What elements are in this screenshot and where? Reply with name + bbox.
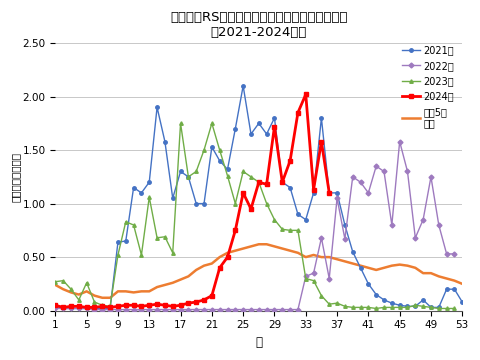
- 2021年: [326, 191, 332, 195]
- 2024年: [209, 293, 215, 298]
- 2022年: [397, 139, 403, 144]
- Line: 2023年: 2023年: [54, 122, 456, 310]
- 2024年: [84, 305, 90, 310]
- 2024年: [279, 180, 285, 184]
- 2021年: [170, 196, 176, 201]
- 2024年: [92, 305, 97, 310]
- 過去5年
平均: [170, 281, 176, 285]
- 2024年: [185, 301, 191, 305]
- 2024年: [154, 302, 160, 306]
- 2024年: [311, 188, 316, 192]
- 過去5年
平均: [381, 266, 387, 270]
- 2024年: [131, 303, 136, 307]
- 2024年: [123, 303, 129, 307]
- 過去5年
平均: [311, 253, 316, 257]
- 過去5年
平均: [303, 255, 309, 259]
- 2024年: [139, 304, 144, 309]
- 2022年: [84, 306, 90, 311]
- Line: 2021年: 2021年: [54, 84, 464, 310]
- 2024年: [225, 255, 230, 259]
- 2024年: [170, 304, 176, 309]
- 2024年: [295, 111, 301, 115]
- 2024年: [76, 304, 82, 309]
- Line: 2022年: 2022年: [54, 140, 456, 311]
- 2022年: [92, 307, 97, 312]
- 2024年: [60, 305, 66, 310]
- 過去5年
平均: [99, 296, 105, 300]
- 2023年: [201, 148, 207, 152]
- 2022年: [452, 252, 457, 256]
- 2023年: [373, 306, 379, 311]
- 2024年: [217, 266, 223, 270]
- 過去5年
平均: [326, 255, 332, 259]
- 過去5年
平均: [256, 242, 262, 246]
- 2024年: [326, 191, 332, 195]
- 2024年: [115, 304, 121, 309]
- 2024年: [240, 191, 246, 195]
- 2024年: [319, 139, 324, 144]
- 2024年: [287, 159, 293, 163]
- 2023年: [178, 121, 183, 126]
- 2022年: [52, 306, 58, 311]
- 2021年: [303, 217, 309, 222]
- 2022年: [319, 236, 324, 240]
- 2024年: [264, 182, 269, 186]
- 2022年: [303, 274, 309, 279]
- 2024年: [272, 124, 277, 129]
- 過去5年
平均: [52, 283, 58, 287]
- 過去5年
平均: [459, 282, 465, 286]
- X-axis label: 週: 週: [255, 336, 262, 349]
- 2023年: [52, 280, 58, 284]
- 2023年: [248, 175, 254, 179]
- Title: 青森県のRSウイルス感染症　定点当たり報告数
（2021-2024年）: 青森県のRSウイルス感染症 定点当たり報告数 （2021-2024年）: [170, 11, 348, 39]
- 2023年: [84, 281, 90, 285]
- 2024年: [107, 305, 113, 310]
- 2021年: [52, 304, 58, 309]
- 2024年: [162, 303, 168, 307]
- 過去5年
平均: [334, 257, 340, 261]
- 2021年: [459, 300, 465, 304]
- 2024年: [201, 298, 207, 302]
- 2024年: [68, 304, 74, 309]
- Line: 過去5年
平均: 過去5年 平均: [55, 244, 462, 298]
- 2024年: [146, 303, 152, 307]
- Line: 2024年: 2024年: [53, 92, 332, 310]
- 2024年: [178, 303, 183, 307]
- 2024年: [193, 300, 199, 304]
- 2021年: [311, 191, 316, 195]
- 2023年: [272, 217, 277, 222]
- 2023年: [303, 276, 309, 281]
- 2022年: [248, 307, 254, 312]
- 2024年: [232, 228, 238, 233]
- 2022年: [201, 307, 207, 312]
- 2024年: [99, 304, 105, 309]
- Legend: 2021年, 2022年, 2023年, 2024年, 過去5年
平均: 2021年, 2022年, 2023年, 2024年, 過去5年 平均: [399, 42, 457, 131]
- 2022年: [272, 307, 277, 312]
- 2023年: [319, 293, 324, 298]
- 2021年: [334, 191, 340, 195]
- 2021年: [381, 298, 387, 302]
- 2024年: [303, 92, 309, 96]
- 2024年: [52, 303, 58, 307]
- 2021年: [240, 84, 246, 88]
- 2024年: [248, 207, 254, 211]
- 2024年: [256, 180, 262, 184]
- 2021年: [60, 306, 66, 311]
- 2023年: [452, 306, 457, 311]
- Y-axis label: 定点当たり報告数: 定点当たり報告数: [11, 152, 21, 202]
